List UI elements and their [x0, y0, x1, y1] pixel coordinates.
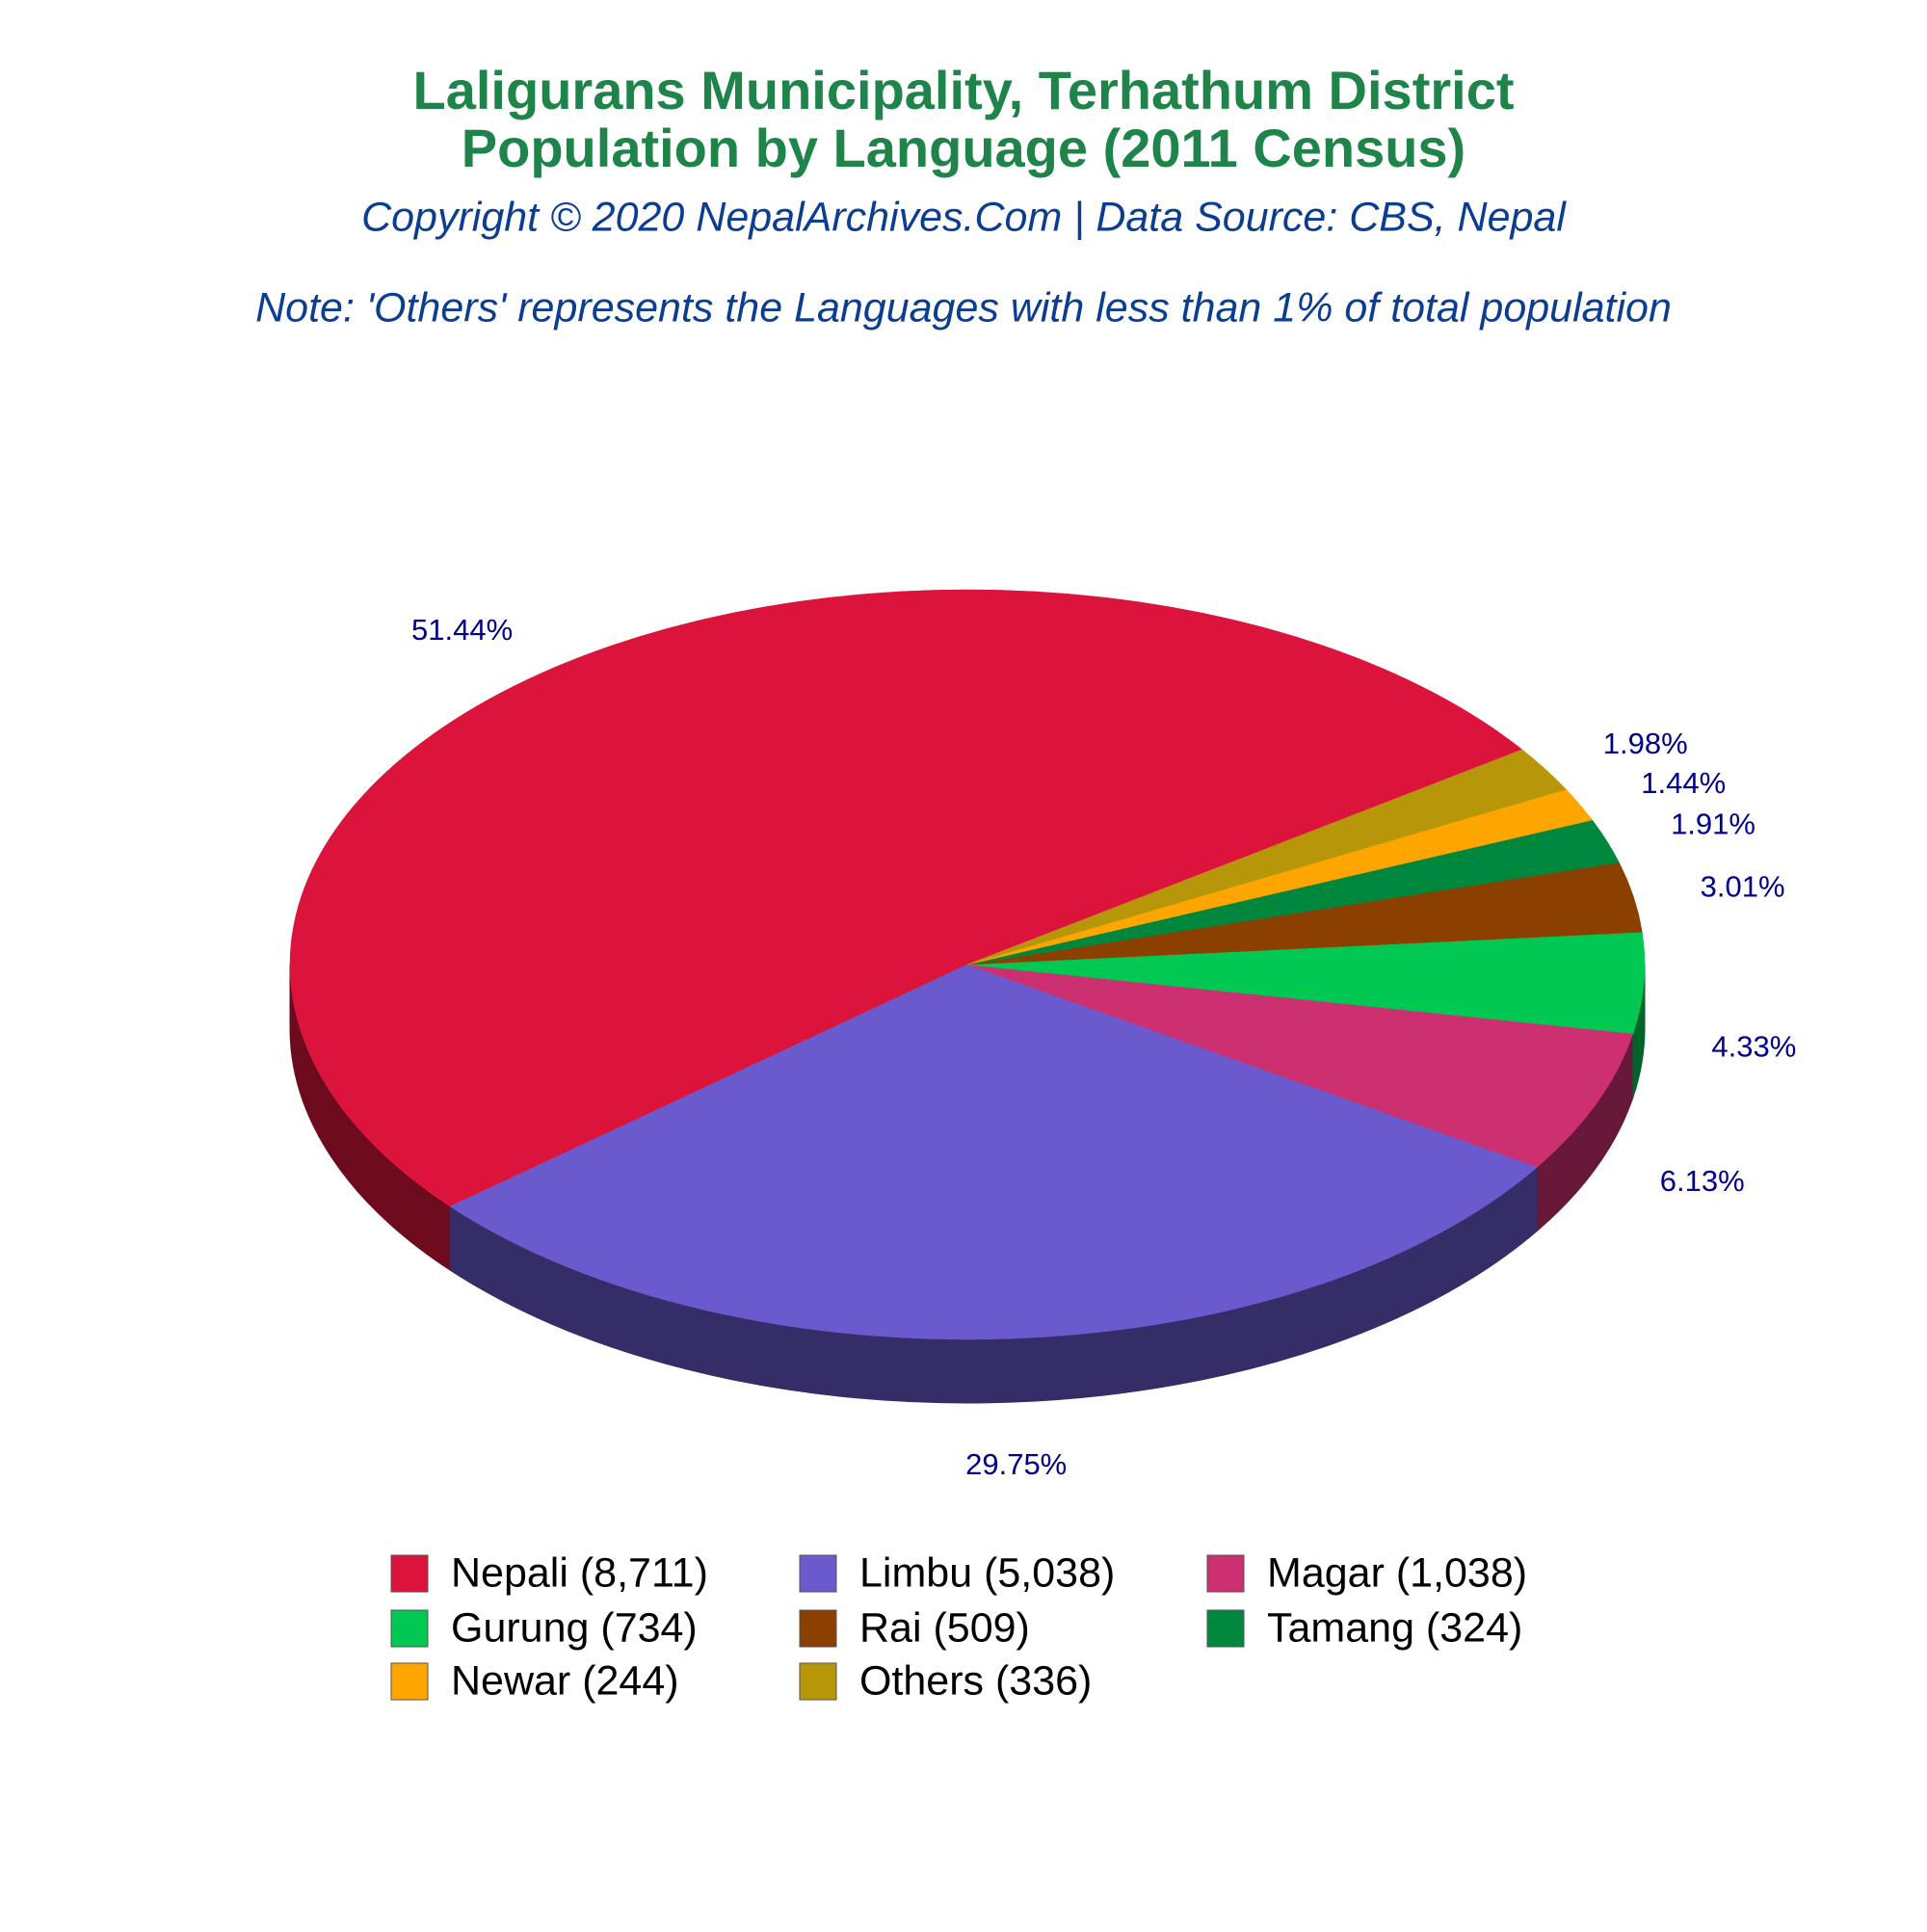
value-label: 29.75%	[965, 1447, 1067, 1481]
value-label: 6.13%	[1660, 1164, 1745, 1198]
legend-swatch	[1206, 1554, 1245, 1593]
chart-note: Note: 'Others' represents the Languages …	[255, 284, 1672, 331]
legend-swatch	[390, 1662, 429, 1701]
value-label: 1.98%	[1603, 727, 1688, 760]
chart-subtitle: Copyright © 2020 NepalArchives.Com | Dat…	[361, 194, 1567, 240]
chart-title: Laligurans Municipality, Terhathum Distr…	[413, 60, 1515, 120]
legend-label: Nepali (8,711)	[451, 1549, 708, 1596]
legend-label: Limbu (5,038)	[859, 1549, 1115, 1596]
legend-label: Gurung (734)	[451, 1604, 698, 1651]
legend: Nepali (8,711) Limbu (5,038) Magar (1,038)…	[390, 1549, 1527, 1704]
legend-swatch	[799, 1554, 837, 1593]
legend-label: Newar (244)	[451, 1657, 679, 1704]
legend-swatch	[1206, 1609, 1245, 1648]
value-label: 1.44%	[1641, 766, 1726, 800]
value-label: 51.44%	[411, 613, 513, 647]
legend-label: Tamang (324)	[1267, 1604, 1522, 1651]
pie-slice	[966, 964, 1634, 1168]
pie-slice	[289, 589, 1523, 1207]
legend-swatch	[799, 1662, 837, 1701]
legend-swatch	[390, 1609, 429, 1648]
value-label: 1.91%	[1671, 807, 1755, 841]
legend-swatch	[799, 1609, 837, 1648]
pie-tops	[289, 589, 1646, 1340]
legend-label: Magar (1,038)	[1267, 1549, 1527, 1596]
legend-swatch	[390, 1554, 429, 1593]
value-label: 3.01%	[1701, 870, 1785, 904]
chart-title: Population by Language (2011 Census)	[462, 118, 1465, 178]
value-label: 4.33%	[1711, 1030, 1796, 1064]
pie-slice	[966, 749, 1567, 966]
pie-slice	[449, 964, 1539, 1340]
value-labels: 51.44% 29.75% 6.13% 4.33% 3.01% 1.91% 1.44% 1.9…	[411, 613, 1796, 1481]
pie-slice	[966, 932, 1646, 1034]
legend-label: Others (336)	[859, 1657, 1092, 1704]
legend-label: Rai (509)	[859, 1604, 1030, 1651]
